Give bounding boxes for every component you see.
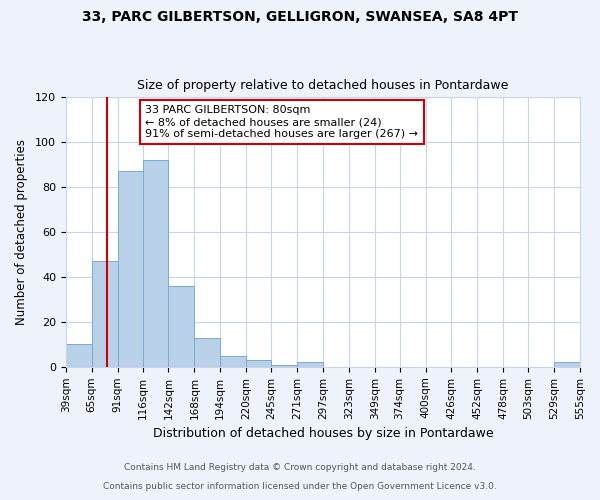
Bar xyxy=(554,362,580,367)
Title: Size of property relative to detached houses in Pontardawe: Size of property relative to detached ho… xyxy=(137,79,509,92)
Bar xyxy=(143,160,169,367)
Bar xyxy=(194,338,220,367)
Bar xyxy=(169,286,194,367)
Text: Contains HM Land Registry data © Crown copyright and database right 2024.: Contains HM Land Registry data © Crown c… xyxy=(124,464,476,472)
Bar xyxy=(220,356,246,367)
Text: Contains public sector information licensed under the Open Government Licence v3: Contains public sector information licen… xyxy=(103,482,497,491)
Bar xyxy=(271,364,297,367)
Bar xyxy=(92,262,118,367)
Text: 33 PARC GILBERTSON: 80sqm
← 8% of detached houses are smaller (24)
91% of semi-d: 33 PARC GILBERTSON: 80sqm ← 8% of detach… xyxy=(145,106,418,138)
Y-axis label: Number of detached properties: Number of detached properties xyxy=(15,139,28,325)
X-axis label: Distribution of detached houses by size in Pontardawe: Distribution of detached houses by size … xyxy=(152,427,493,440)
Text: 33, PARC GILBERTSON, GELLIGRON, SWANSEA, SA8 4PT: 33, PARC GILBERTSON, GELLIGRON, SWANSEA,… xyxy=(82,10,518,24)
Bar xyxy=(118,172,143,367)
Bar xyxy=(246,360,271,367)
Bar xyxy=(66,344,92,367)
Bar xyxy=(297,362,323,367)
